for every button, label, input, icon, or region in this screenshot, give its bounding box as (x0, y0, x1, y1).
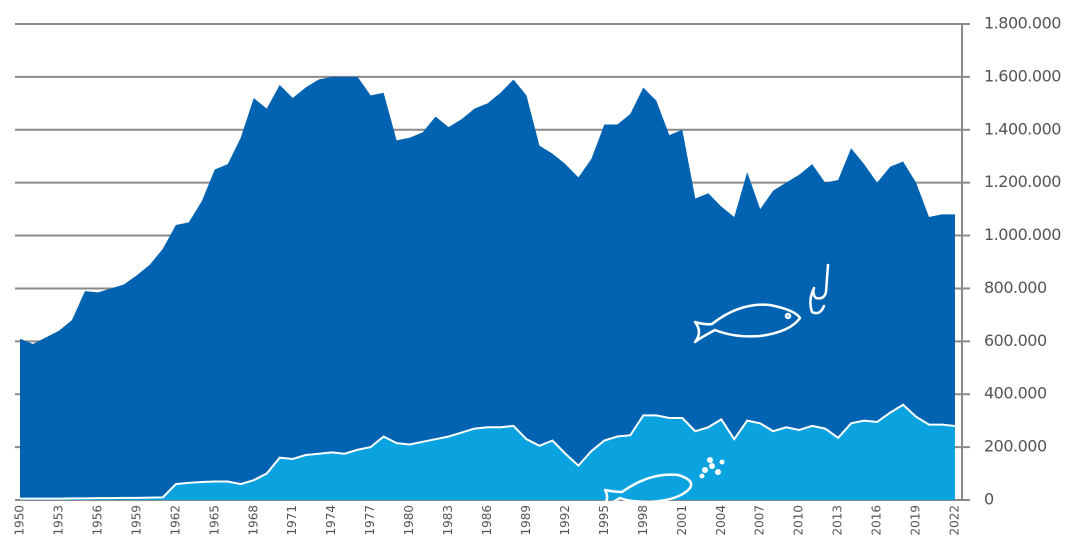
x-tick-label: 2013 (831, 505, 845, 536)
x-tick-label: 2004 (714, 505, 728, 536)
area (20, 404, 955, 500)
area (20, 76, 955, 500)
areas (20, 76, 956, 500)
x-tick-label: 1962 (168, 505, 182, 536)
x-tick-label: 1974 (324, 505, 338, 536)
x-tick-label: 2019 (909, 505, 923, 536)
x-tick-label: 1956 (90, 505, 104, 536)
y-tick-label: 200.000 (984, 437, 1047, 456)
y-tick-label: 800.000 (984, 278, 1047, 297)
y-tick-label: 1.200.000 (984, 172, 1061, 191)
x-tick-label: 1998 (636, 505, 650, 536)
x-tick-label: 1995 (597, 505, 611, 536)
fish-icon (693, 303, 802, 344)
eggs-icon (699, 457, 725, 479)
y-tick-label: 1.600.000 (984, 66, 1061, 85)
x-tick-label: 1992 (558, 505, 572, 536)
x-tick-label: 1971 (285, 505, 299, 536)
x-tick-label: 1989 (519, 505, 533, 536)
y-tick-label: 400.000 (984, 384, 1047, 403)
x-tick-label: 2007 (753, 505, 767, 536)
x-tick-label: 1953 (51, 505, 65, 536)
snorkel-icon (809, 263, 830, 315)
y-tick-label: 0 (984, 490, 994, 509)
x-tick-label: 1986 (480, 505, 494, 536)
y-tick-label: 600.000 (984, 331, 1047, 350)
y-tick-label: 1.800.000 (984, 14, 1061, 33)
x-tick-label: 1977 (363, 505, 377, 536)
fish-icon (601, 473, 693, 510)
y-tick-label: 1.000.000 (984, 225, 1061, 244)
x-tick-label: 1965 (207, 505, 221, 536)
axes: 0 200.000 400.000 600.000 800.000 1.000.000 1.… (13, 14, 1062, 536)
area-edge (20, 403, 956, 500)
y-tick-label: 1.400.000 (984, 119, 1061, 138)
x-tick-label: 2010 (792, 505, 806, 536)
x-tick-label: 1968 (246, 505, 260, 536)
x-tick-label: 1980 (402, 505, 416, 536)
x-tick-label: 1950 (13, 505, 27, 536)
x-tick-label: 2001 (675, 505, 689, 536)
icons (601, 263, 830, 510)
x-tick-label: 2016 (870, 505, 884, 536)
fish-eye (784, 312, 792, 320)
x-tick-label: 1983 (441, 505, 455, 536)
x-tick-label: 2022 (948, 505, 962, 536)
x-tick-label: 1959 (129, 505, 143, 536)
